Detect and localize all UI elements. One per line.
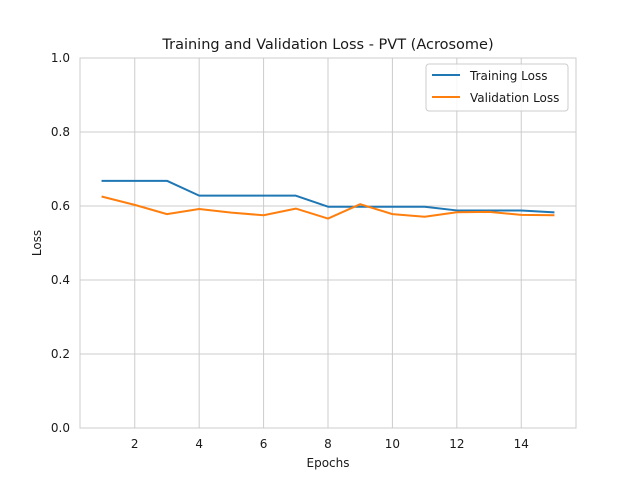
series-layer [101, 179, 555, 220]
x-tick-label: 4 [195, 437, 203, 451]
y-axis-label: Loss [30, 230, 44, 256]
x-tick-label: 6 [260, 437, 268, 451]
legend-label-training-loss: Training Loss [469, 69, 547, 83]
x-tick-label: 8 [324, 437, 332, 451]
legend-box [425, 63, 569, 112]
y-tick-label: 1.0 [51, 51, 70, 65]
x-tick-label: 14 [514, 437, 529, 451]
x-axis-label: Epochs [307, 456, 350, 470]
x-tick-label: 2 [131, 437, 139, 451]
y-tick-label: 0.2 [51, 347, 70, 361]
plot-frame [79, 57, 577, 429]
x-tick-label: 10 [385, 437, 400, 451]
y-tick-label: 0.8 [51, 125, 70, 139]
x-tick-label: 12 [449, 437, 464, 451]
legend: Training Loss Validation Loss [425, 63, 569, 112]
tick-labels: 2 4 6 8 10 12 14 0.0 0.2 0.4 0.6 0.8 1.0 [51, 51, 529, 451]
series-line-validation-loss [101, 195, 555, 220]
chart-title: Training and Validation Loss - PVT (Acro… [161, 37, 493, 53]
y-tick-label: 0.4 [51, 273, 70, 287]
y-tick-label: 0.0 [51, 421, 70, 435]
series-line-training-loss [101, 179, 555, 214]
y-tick-label: 0.6 [51, 199, 70, 213]
legend-label-validation-loss: Validation Loss [470, 91, 559, 105]
